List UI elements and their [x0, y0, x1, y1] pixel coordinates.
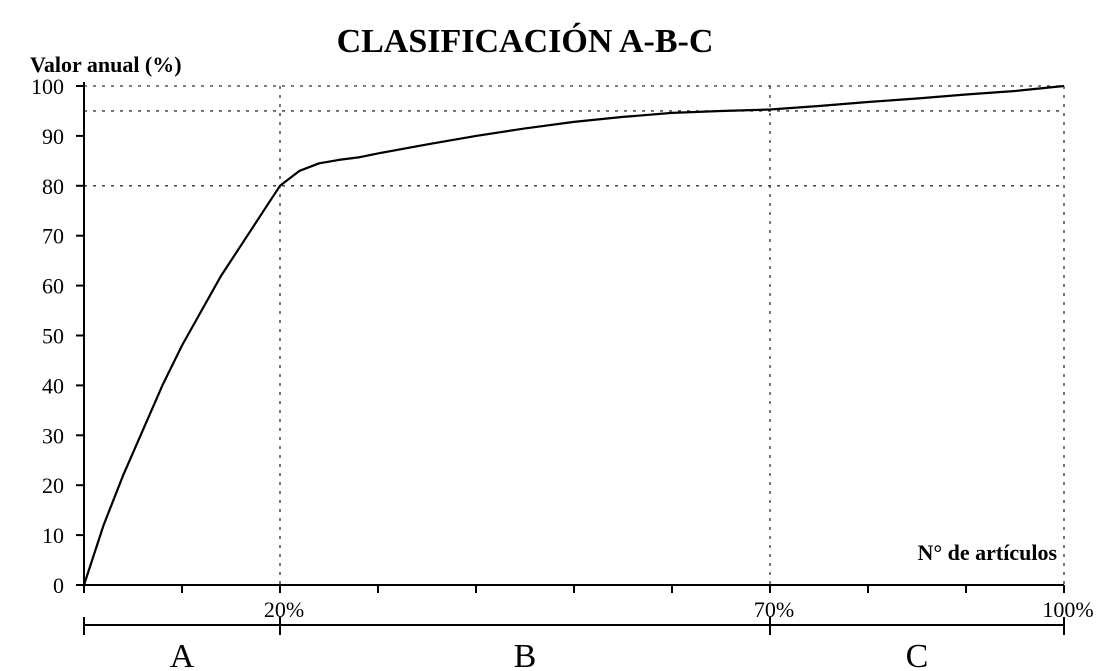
y-tick-label-70: 70 [42, 224, 64, 249]
y-tick-label-50: 50 [42, 324, 64, 349]
x-percent-label-20: 20% [264, 597, 304, 622]
chart-marks: 0 10 20 30 40 50 60 70 80 90 100 20% 70% 100% A B C [31, 74, 1094, 671]
y-tick-label-40: 40 [42, 373, 64, 398]
x-percent-label-70: 70% [754, 597, 794, 622]
y-tick-label-30: 30 [42, 423, 64, 448]
x-percent-label-100: 100% [1042, 597, 1093, 622]
zone-label-C: C [906, 638, 929, 671]
zone-label-B: B [514, 638, 537, 671]
y-tick-label-100: 100 [31, 74, 64, 99]
y-tick-label-60: 60 [42, 274, 64, 299]
y-tick-label-0: 0 [53, 573, 64, 598]
zone-label-A: A [170, 638, 195, 671]
abc-curve-series-0 [82, 84, 1065, 586]
y-tick-label-20: 20 [42, 473, 64, 498]
y-tick-label-80: 80 [42, 174, 64, 199]
y-tick-label-10: 10 [42, 523, 64, 548]
y-tick-label-90: 90 [42, 124, 64, 149]
y-axis-label: Valor anual (%) [30, 52, 182, 77]
chart-title: CLASIFICACIÓN A-B-C [337, 22, 714, 60]
x-axis-label: N° de artículos [917, 540, 1057, 565]
